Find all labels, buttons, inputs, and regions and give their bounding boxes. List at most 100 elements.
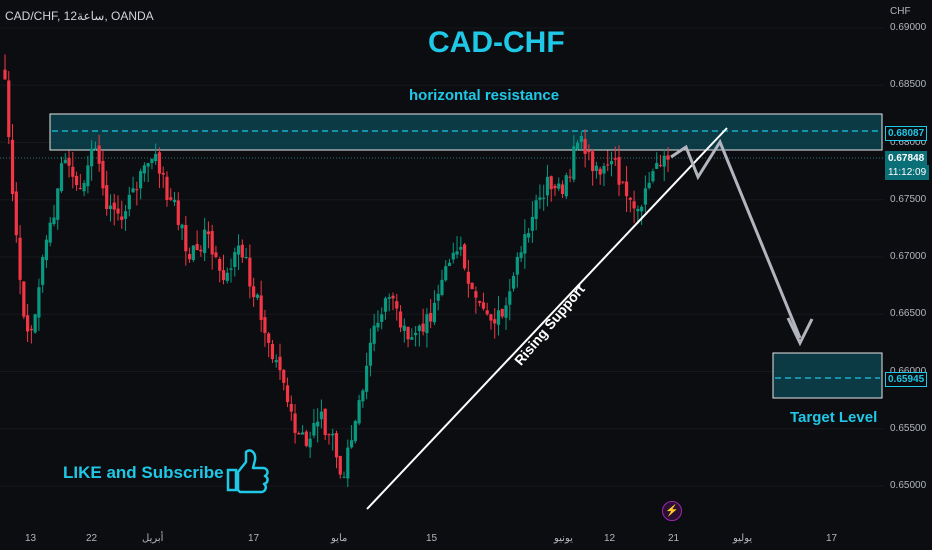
candle-body [150,158,154,164]
candle-body [621,181,625,183]
candle-body [165,176,169,201]
candle-body [444,266,448,281]
candle-body [451,252,455,260]
y-tick-label: 0.66500 [890,308,927,320]
candle-body [534,200,538,219]
candle-body [481,302,486,309]
candle-body [48,222,52,243]
candle-body [542,197,546,199]
candle-body [105,185,109,210]
candle-body [421,323,425,332]
y-tick-label: 0.68500 [890,79,927,91]
candle-body [267,333,271,343]
candle-body [44,239,49,261]
candle-body [564,175,568,197]
candle-body [365,365,369,392]
y-tick-label: 0.67000 [890,251,927,262]
x-tick-label: مايو [331,533,348,544]
candle-body [395,301,399,309]
candle-body [462,244,467,269]
candle-body [203,229,207,254]
candle-body [22,281,26,317]
candle-body [402,325,406,331]
candle-body [93,148,98,150]
candle-body [319,411,324,420]
candle-body [425,314,429,334]
candle-body [101,160,105,189]
candle-body [233,252,237,268]
x-tick-label: يوليو [733,533,753,544]
candle-body [244,257,248,258]
bar-countdown-tag: 11:12:09 [885,165,930,180]
candle-body [180,224,184,229]
candle-body [527,233,531,238]
candle-body [97,145,101,164]
target-label: Target Level [790,409,878,426]
candle-body [636,208,640,212]
lightning-icon[interactable]: ⚡ [662,501,682,521]
like-subscribe-text: LIKE and Subscribe [63,463,224,482]
target-zone [772,352,883,399]
candle-body [41,257,45,285]
candle-body [357,400,361,424]
candle-body [252,286,256,298]
candle-body [293,413,297,433]
candle-body [436,293,440,301]
candle-body [327,434,331,436]
candle-body [523,234,527,254]
candle-body [342,476,346,478]
candle-body [135,189,139,191]
candle-body [67,157,71,166]
candle-body [14,191,18,236]
candle-body [575,142,580,150]
candle-body [591,151,595,172]
candle-body [346,447,350,479]
candle-body [161,172,165,175]
candle-body [338,455,342,475]
resistance-price-tag: 0.68087 [885,126,928,141]
candle-body [297,433,301,435]
candle-body [583,138,587,154]
candle-body [225,272,229,281]
candle-body [206,231,211,235]
candle-body [391,295,395,299]
candle-body [52,217,56,225]
candle-body [658,164,663,166]
candle-body [154,153,158,162]
candle-body [169,197,173,200]
candle-body [108,205,113,210]
candle-body [383,298,388,312]
candle-body [557,183,561,189]
candle-body [500,308,504,317]
x-tick-label: 21 [668,533,680,544]
candle-body [146,163,150,167]
currency-unit: CHF [890,6,911,17]
candle-body [485,310,489,315]
candle-body [255,294,259,298]
candle-body [210,231,214,255]
candle-body [587,150,591,153]
candle-body [478,301,482,303]
candle-body [316,421,320,427]
candle-body [624,181,629,197]
candle-body [71,166,75,177]
candle-body [187,253,192,260]
x-tick-label: 17 [248,533,260,544]
candle-body [594,165,599,171]
y-tick-label: 0.65500 [890,422,927,434]
candle-body [640,206,644,212]
chart-title: CAD-CHF [428,26,565,59]
candle-body [63,159,67,164]
candle-body [139,171,143,189]
candle-body [511,275,516,289]
candle-body [289,403,293,412]
candle-body [120,216,124,220]
candle-body [127,194,131,210]
candle-body [142,165,146,174]
x-tick-label: 13 [25,533,37,544]
candle-body [10,139,15,195]
candle-body [489,314,493,321]
x-tick-label: 17 [826,533,838,544]
candle-body [300,432,305,435]
resistance-zone [49,113,883,151]
